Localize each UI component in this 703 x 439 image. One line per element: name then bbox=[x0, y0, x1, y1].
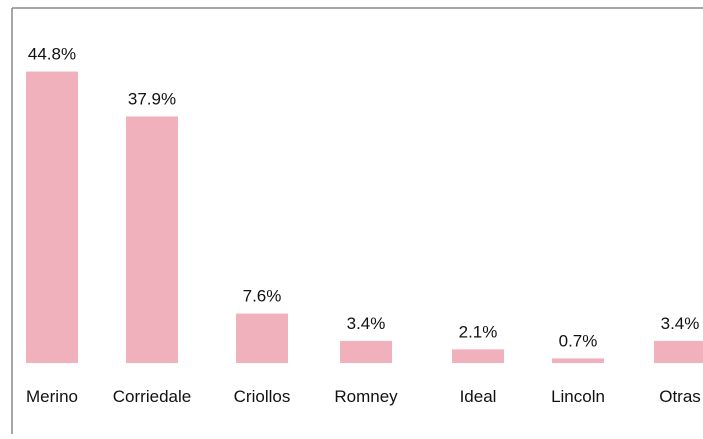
category-label-lincoln: Lincoln bbox=[551, 387, 605, 406]
bar-romney bbox=[340, 340, 392, 363]
category-labels-group: Merino Corriedale Criollos Romney Ideal Linco… bbox=[26, 387, 701, 406]
bar-lincoln bbox=[552, 358, 604, 363]
value-label-romney: 3.4% bbox=[347, 314, 386, 333]
category-label-ideal: Ideal bbox=[460, 387, 497, 406]
category-label-merino: Merino bbox=[26, 387, 78, 406]
value-label-otras: 3.4% bbox=[661, 314, 700, 333]
value-label-criollos: 7.6% bbox=[243, 287, 282, 306]
value-label-corriedale: 37.9% bbox=[128, 89, 176, 108]
bar-criollos bbox=[236, 313, 288, 363]
bar-merino bbox=[26, 71, 78, 364]
value-label-lincoln: 0.7% bbox=[559, 331, 598, 350]
bar-otras bbox=[654, 340, 703, 363]
bars-group bbox=[26, 71, 703, 364]
value-labels-group: 44.8% 37.9% 7.6% 3.4% 2.1% 0.7% 3.4% bbox=[28, 45, 699, 351]
category-label-otras: Otras bbox=[659, 387, 701, 406]
value-label-ideal: 2.1% bbox=[459, 322, 498, 341]
category-label-corriedale: Corriedale bbox=[113, 387, 191, 406]
bar-ideal bbox=[452, 349, 504, 363]
category-label-criollos: Criollos bbox=[234, 387, 291, 406]
value-label-merino: 44.8% bbox=[28, 45, 76, 64]
category-label-romney: Romney bbox=[334, 387, 398, 406]
bar-corriedale bbox=[126, 116, 178, 363]
